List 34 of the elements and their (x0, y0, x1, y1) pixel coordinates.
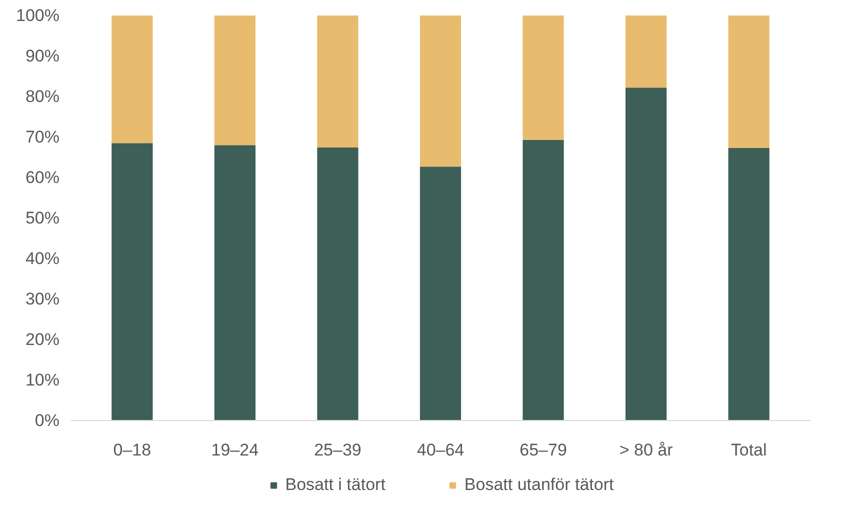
legend-label: Bosatt i tätort (285, 474, 386, 494)
y-tick-label: 0% (34, 411, 60, 430)
bar (317, 148, 358, 420)
y-tick-label: 100% (16, 6, 60, 25)
y-tick-label: 90% (25, 46, 60, 66)
x-tick-label: Total (730, 440, 767, 460)
y-tick-label: 70% (25, 128, 60, 146)
bar (522, 140, 564, 420)
bar (420, 16, 462, 167)
bar (626, 16, 667, 88)
y-tick-label: 20% (25, 330, 60, 349)
y-tick-label: 10% (25, 370, 60, 390)
y-tick-label: 50% (25, 208, 60, 228)
x-tick-label: > 80 år (619, 440, 674, 460)
x-tick-label: 0–18 (113, 440, 152, 460)
x-tick-label: 25–39 (314, 440, 362, 460)
x-tick-label: 65–79 (520, 440, 567, 460)
y-tick-label: 40% (25, 249, 60, 268)
bar (112, 16, 153, 144)
y-tick-label: 60% (25, 168, 60, 187)
bar (522, 16, 564, 140)
x-tick-label: 40–64 (416, 440, 464, 460)
bar (214, 145, 256, 420)
bar (420, 166, 462, 420)
y-tick-label: 30% (25, 290, 60, 308)
bar (112, 143, 153, 420)
bar (317, 16, 358, 148)
bar (728, 148, 770, 420)
x-tick-label: 19–24 (211, 440, 259, 460)
bar (728, 16, 770, 148)
legend-label: Bosatt utanför tätort (464, 474, 614, 494)
bar (626, 88, 667, 420)
y-tick-label: 80% (25, 87, 60, 106)
bar (214, 16, 256, 146)
